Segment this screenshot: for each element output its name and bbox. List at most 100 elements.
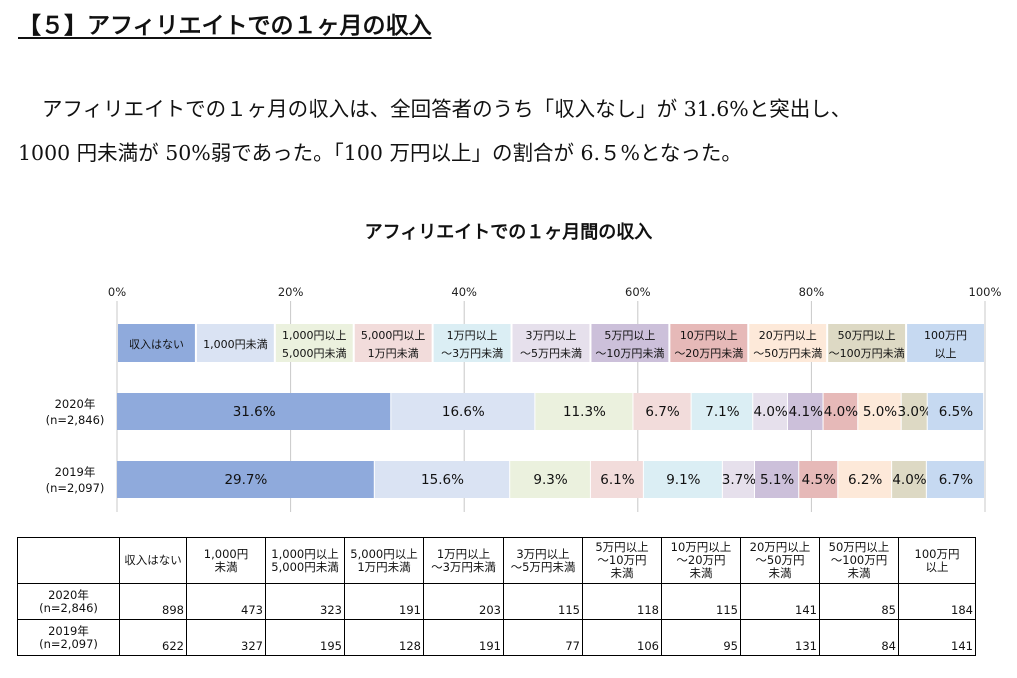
x-tick-label: 40% [451, 285, 477, 299]
legend-label: ～50万円未満 [753, 347, 822, 360]
legend-swatch [275, 324, 353, 362]
data-label: 5.1% [760, 472, 794, 488]
table-row: 2020年 (n=2,846) 898 473 323 191 203 115 118 115 1… [17, 583, 976, 620]
table-cell: 128 [344, 619, 424, 656]
table-cell: 473 [186, 583, 266, 620]
bar-segment [901, 393, 927, 430]
stacked-bar-chart: 0% 20% 40% 60% 80% 100% 収入はない 1,000円未満 1,000円以上 5… [46, 285, 1002, 512]
bar-segment [535, 393, 633, 430]
table-cell: 84 [819, 619, 899, 656]
legend-label: 1,000円未満 [203, 338, 268, 351]
table-cell: 327 [186, 619, 266, 656]
bar-segment [926, 461, 984, 498]
table-cell: 115 [661, 583, 741, 620]
category-label: 2020年 [55, 397, 96, 411]
table-row-label: 2019年 (n=2,097) [17, 619, 120, 656]
legend-label: 5,000円以上 [361, 329, 426, 342]
table-header-cell: 10万円以上 ～20万円 未満 [661, 537, 741, 584]
legend-label: 20万円以上 [759, 329, 817, 342]
legend-label: 100万円 [924, 329, 967, 342]
bar-segment [787, 393, 823, 430]
legend-label: 以上 [935, 347, 957, 360]
bar-segment [799, 461, 838, 498]
bar-segment [510, 461, 590, 498]
table-header-cell: 5万円以上 ～10万円 未満 [582, 537, 662, 584]
table-header-cell: 100万円 以上 [898, 537, 976, 584]
legend-label: 50万円以上 [838, 329, 896, 342]
legend-label: ～3万円未満 [441, 347, 503, 360]
bar-segment [722, 461, 754, 498]
legend-label: 1万円未満 [368, 347, 419, 360]
bar-segment [858, 393, 901, 430]
bar-segment [117, 461, 374, 498]
table-header-cell: 収入はない [119, 537, 187, 584]
legend-label: 5,000円未満 [282, 347, 347, 360]
bar-segment [391, 393, 535, 430]
x-tick-label: 20% [278, 285, 304, 299]
legend-swatch [433, 324, 511, 362]
bar-segment [754, 461, 799, 498]
table-cell: 898 [119, 583, 187, 620]
chart-title: アフィリエイトでの１ヶ月間の収入 [364, 222, 653, 243]
legend-label: 1万円以上 [447, 329, 498, 342]
bar-segment [374, 461, 510, 498]
bar-segment [691, 393, 753, 430]
table-header-row: 収入はない 1,000円 未満 1,000円以上 5,000円未満 5,000円以上 … [17, 537, 976, 584]
legend-label: 収入はない [129, 338, 184, 351]
bar-segment [590, 461, 643, 498]
table-cell: 191 [423, 619, 504, 656]
data-label: 6.2% [848, 472, 882, 488]
table-header-cell: 50万円以上 ～100万円 未満 [819, 537, 899, 584]
table-cell: 106 [582, 619, 662, 656]
data-label: 3.0% [898, 404, 932, 420]
category-sublabel: (n=2,846) [46, 413, 105, 427]
bar-segment [927, 393, 984, 430]
table-cell: 77 [503, 619, 583, 656]
legend-label: ～5万円未満 [520, 347, 582, 360]
legend-label: ～10万円未満 [595, 347, 664, 360]
section-heading: 【５】アフィリエイトでの１ヶ月の収入 [18, 13, 432, 39]
table-header-cell: 1,000円以上 5,000円未満 [265, 537, 345, 584]
legend-swatch [196, 324, 274, 362]
bar-segment [633, 393, 691, 430]
legend-swatch [670, 324, 748, 362]
bar-segment [892, 461, 926, 498]
legend-swatch [118, 324, 195, 362]
table-cell: 323 [265, 583, 345, 620]
data-label: 4.0% [753, 404, 787, 420]
legend-label: 10万円以上 [680, 329, 738, 342]
data-label: 15.6% [421, 472, 464, 488]
income-count-table: 収入はない 1,000円 未満 1,000円以上 5,000円未満 5,000円以上 … [17, 537, 976, 656]
table-header-cell: 3万円以上 ～5万円未満 [503, 537, 583, 584]
data-label: 6.1% [600, 472, 634, 488]
table-header-cell [17, 537, 120, 584]
table-cell: 95 [661, 619, 741, 656]
table-cell: 141 [898, 619, 976, 656]
data-label: 5.0% [863, 404, 897, 420]
table-header-cell: 5,000円以上 1万円未満 [344, 537, 424, 584]
table-cell: 184 [898, 583, 976, 620]
legend-label: ～20万円未満 [674, 347, 743, 360]
table-cell: 203 [423, 583, 504, 620]
x-tick-label: 60% [625, 285, 651, 299]
data-label: 9.1% [666, 472, 700, 488]
legend-label: 3万円以上 [526, 329, 577, 342]
summary-paragraph-line-1: アフィリエイトでの１ヶ月の収入は、全回答者のうち「収入なし」が 31.6%と突出… [42, 97, 852, 121]
bar-segment [117, 393, 391, 430]
data-label: 29.7% [224, 472, 267, 488]
x-tick-label: 80% [799, 285, 825, 299]
legend-swatch [828, 324, 906, 362]
legend-swatch [591, 324, 669, 362]
table-cell: 118 [582, 583, 662, 620]
table-header-cell: 1万円以上 ～3万円未満 [423, 537, 504, 584]
table-cell: 622 [119, 619, 187, 656]
legend-label: 1,000円以上 [282, 329, 347, 342]
legend-swatch [907, 324, 984, 362]
data-label: 16.6% [442, 404, 485, 420]
table-row: 2019年 (n=2,097) 622 327 195 128 191 77 106 95 131… [17, 619, 976, 656]
table-header-cell: 1,000円 未満 [186, 537, 266, 584]
legend-swatch [512, 324, 590, 362]
data-label: 4.0% [892, 472, 926, 488]
data-label: 4.5% [802, 472, 836, 488]
table-header-cell: 20万円以上 ～50万円 未満 [740, 537, 820, 584]
